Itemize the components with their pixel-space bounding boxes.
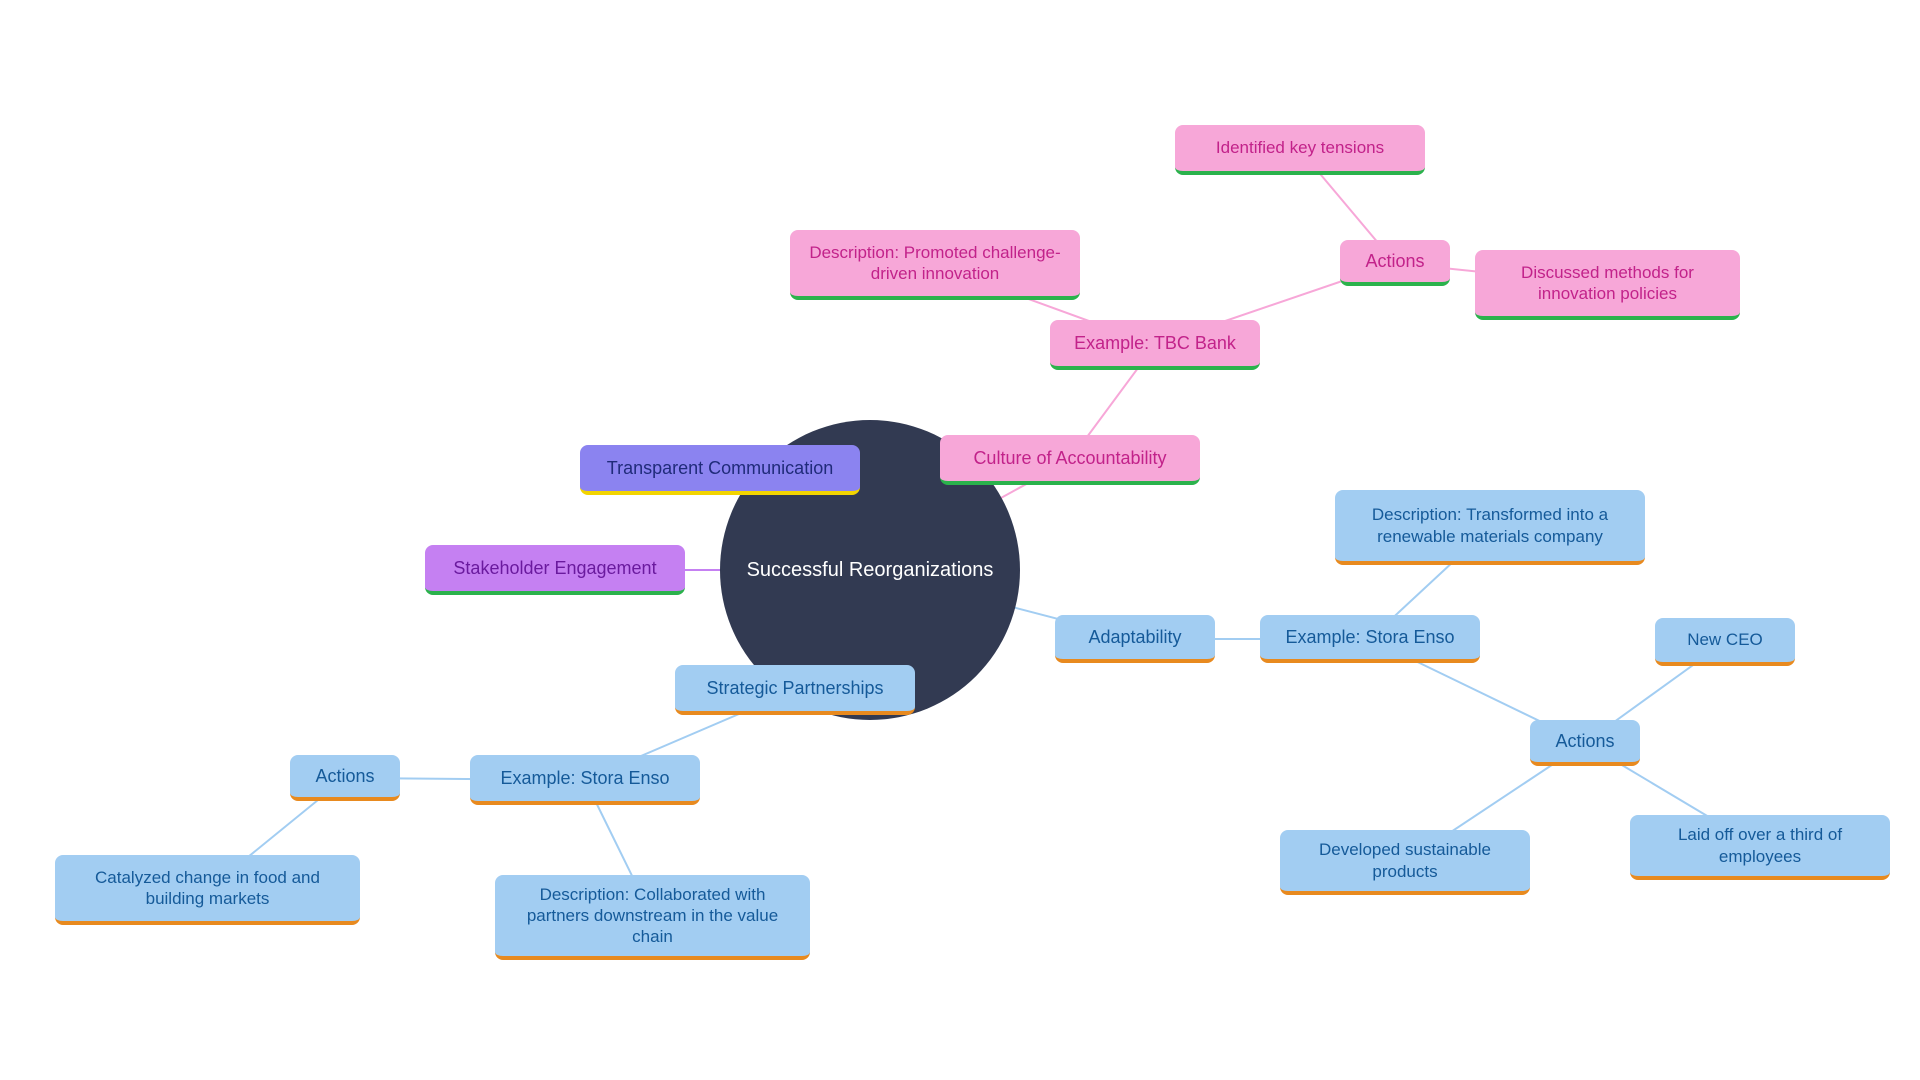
node-methods: Discussed methods for innovation policie… (1475, 250, 1740, 320)
node-stora_b_desc: Description: Collaborated with partners … (495, 875, 810, 960)
node-stora_a_actions: Actions (1530, 720, 1640, 766)
node-stora_a_desc: Description: Transformed into a renewabl… (1335, 490, 1645, 565)
node-label: Actions (1354, 250, 1436, 273)
node-label: Developed sustainable products (1294, 839, 1516, 882)
node-label: Example: Stora Enso (1274, 626, 1466, 649)
node-newceo: New CEO (1655, 618, 1795, 666)
node-label: Stakeholder Engagement (439, 557, 671, 580)
node-label: Strategic Partnerships (689, 677, 901, 700)
node-label: Identified key tensions (1189, 137, 1411, 158)
node-label: Transparent Communication (594, 457, 846, 480)
node-label: Catalyzed change in food and building ma… (69, 867, 346, 910)
node-label: Description: Transformed into a renewabl… (1349, 504, 1631, 547)
node-stora_b: Example: Stora Enso (470, 755, 700, 805)
node-label: Discussed methods for innovation policie… (1489, 262, 1726, 305)
node-catalyzed: Catalyzed change in food and building ma… (55, 855, 360, 925)
node-label: Culture of Accountability (954, 447, 1186, 470)
node-label: Actions (304, 765, 386, 788)
node-stora_b_actions: Actions (290, 755, 400, 801)
node-laidoff: Laid off over a third of employees (1630, 815, 1890, 880)
node-sustain: Developed sustainable products (1280, 830, 1530, 895)
node-label: New CEO (1669, 629, 1781, 650)
node-tensions: Identified key tensions (1175, 125, 1425, 175)
node-label: Example: TBC Bank (1064, 332, 1246, 355)
node-label: Laid off over a third of employees (1644, 824, 1876, 867)
node-transparent: Transparent Communication (580, 445, 860, 495)
node-tbc: Example: TBC Bank (1050, 320, 1260, 370)
node-stakeholder: Stakeholder Engagement (425, 545, 685, 595)
node-label: Description: Collaborated with partners … (509, 884, 796, 948)
node-label: Adaptability (1069, 626, 1201, 649)
node-label: Description: Promoted challenge-driven i… (804, 242, 1066, 285)
node-label: Example: Stora Enso (484, 767, 686, 790)
root-label: Successful Reorganizations (747, 557, 994, 583)
node-culture: Culture of Accountability (940, 435, 1200, 485)
node-strategic: Strategic Partnerships (675, 665, 915, 715)
mindmap-canvas: Successful Reorganizations Transparent Co… (0, 0, 1920, 1080)
node-tbc_desc: Description: Promoted challenge-driven i… (790, 230, 1080, 300)
node-stora_a: Example: Stora Enso (1260, 615, 1480, 663)
node-adapt: Adaptability (1055, 615, 1215, 663)
node-label: Actions (1544, 730, 1626, 753)
node-tbc_actions: Actions (1340, 240, 1450, 286)
